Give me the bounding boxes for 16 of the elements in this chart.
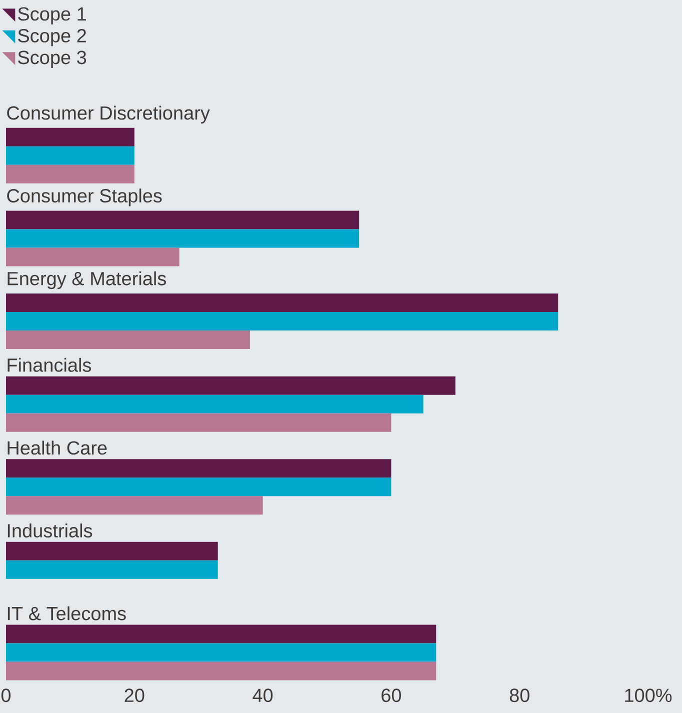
- x-tick-label: 80: [510, 688, 530, 702]
- x-tick-label: 20: [124, 688, 144, 702]
- x-tick-label: 0: [1, 688, 11, 702]
- x-tick-label: 40: [252, 688, 273, 702]
- legend-label: Scope 3: [18, 50, 86, 68]
- legend-label: Scope 2: [18, 28, 86, 46]
- x-tick-label: 60: [382, 688, 402, 702]
- legend-label: Scope 1: [18, 7, 86, 24]
- y-tick-label: Consumer Discretionary: [7, 106, 210, 124]
- y-tick-label: Industrials: [8, 524, 92, 538]
- y-tick-label: Consumer Staples: [7, 188, 162, 206]
- y-tick-label: Financials: [8, 358, 92, 372]
- y-tick-label: IT & Telecoms: [8, 606, 126, 620]
- x-tick-label: 100%: [625, 688, 672, 702]
- y-tick-label: Energy & Materials: [8, 271, 166, 290]
- y-tick-label: Health Care: [8, 440, 107, 455]
